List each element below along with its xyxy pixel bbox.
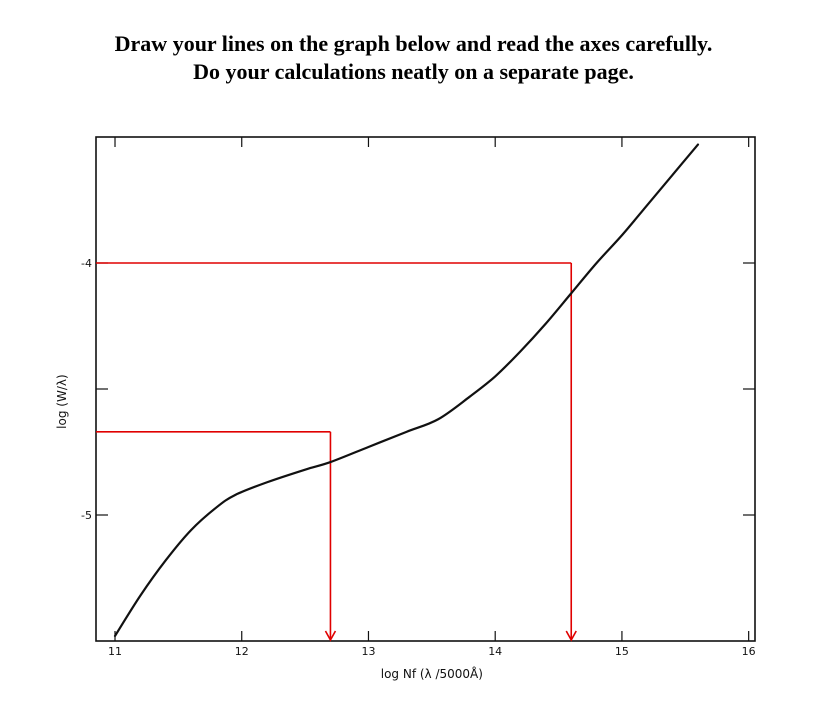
x-tick-label: 15 xyxy=(615,645,629,658)
instruction-line-2: Do your calculations neatly on a separat… xyxy=(193,59,634,84)
y-axis-label: log (W/λ) xyxy=(55,374,69,428)
plot-border xyxy=(95,136,756,642)
plot-frame xyxy=(95,136,756,642)
axis-ticks xyxy=(96,137,755,641)
curve-layer xyxy=(113,143,700,638)
instruction-line-1: Draw your lines on the graph below and r… xyxy=(114,31,713,56)
tick-labels: 11 12 13 14 15 16 -4 -5 xyxy=(81,257,756,658)
reading-arrowhead xyxy=(324,630,337,642)
x-tick-label: 12 xyxy=(235,645,249,658)
x-tick-label: 16 xyxy=(742,645,756,658)
x-tick-label: 14 xyxy=(488,645,502,658)
y-tick-label: -5 xyxy=(81,509,92,522)
series-line xyxy=(113,143,700,638)
x-tick-label: 13 xyxy=(361,645,375,658)
y-tick-label: -4 xyxy=(81,257,92,270)
reading-lines xyxy=(96,262,577,642)
reading-arrowhead xyxy=(565,630,577,642)
x-axis-label: log Nf (λ /5000Å) xyxy=(381,666,483,681)
x-tick-label: 11 xyxy=(108,645,122,658)
instructions-heading: Draw your lines on the graph below and r… xyxy=(0,30,827,86)
